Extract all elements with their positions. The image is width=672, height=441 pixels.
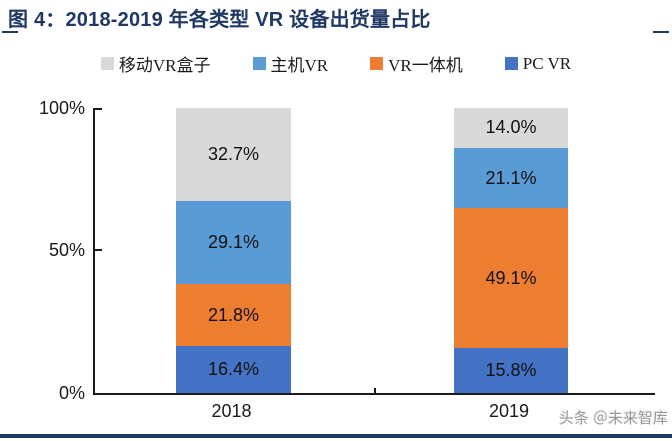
bar-segment-value-label: 15.8%: [485, 359, 537, 380]
bar-segment-value-label: 16.4%: [207, 359, 260, 380]
legend-swatch-icon: [504, 57, 518, 70]
y-tick-label-100: 100%: [38, 98, 85, 118]
footer-accent-bar: [0, 434, 672, 438]
bar-segment: 14.0%: [454, 108, 568, 148]
bar-segment: 29.1%: [176, 201, 291, 285]
y-tick-label-0: 0%: [58, 383, 85, 403]
y-axis-tick: [95, 108, 102, 110]
legend-swatch-icon: [100, 57, 114, 70]
plot-area: 16.4% 21.8% 29.1% 32.7% 15.8% 49.1% 21.1% 14.0…: [93, 108, 655, 395]
bar-segment: 16.4%: [176, 346, 291, 393]
legend-label: VR一体机: [388, 56, 463, 75]
bar-segment-value-label: 21.1%: [485, 167, 537, 188]
legend-item-standalone-vr: VR一体机: [370, 51, 463, 76]
legend-item-pc-vr: PC VR: [504, 53, 572, 74]
legend-swatch-icon: [252, 57, 266, 70]
legend-label: PC VR: [522, 53, 572, 73]
legend-item-console-vr: 主机VR: [252, 51, 329, 76]
bar-segment: 21.8%: [176, 284, 291, 347]
legend-label: 移动VR盒子: [118, 56, 211, 75]
legend-item-mobile-vr-box: 移动VR盒子: [100, 51, 211, 76]
bar-segment: 32.7%: [176, 108, 291, 202]
bar-segment-value-label: 29.1%: [207, 232, 260, 253]
bar-segment-value-label: 32.7%: [207, 144, 260, 165]
y-axis-tick: [95, 249, 102, 251]
legend-label: 主机VR: [270, 56, 329, 75]
bar-segment-value-label: 14.0%: [485, 117, 537, 138]
bar-segment-value-label: 49.1%: [485, 267, 537, 288]
bar-segment: 21.1%: [454, 147, 568, 209]
stacked-bar-2019: 15.8% 49.1% 21.1% 14.0%: [454, 108, 568, 393]
y-axis: 100% 50% 0%: [0, 0, 85, 441]
chart-legend: 移动VR盒子 主机VR VR一体机 PC VR: [0, 51, 672, 76]
stacked-bar-2018: 16.4% 21.8% 29.1% 32.7%: [176, 108, 291, 393]
x-category-label: 2019: [488, 401, 530, 421]
title-rule-left: [2, 31, 18, 33]
x-axis-tick: [374, 388, 376, 393]
y-tick-label-50: 50%: [48, 240, 85, 260]
legend-swatch-icon: [370, 57, 384, 70]
bar-segment: 15.8%: [454, 347, 568, 393]
bar-segment-value-label: 21.8%: [207, 304, 260, 325]
bar-segment: 49.1%: [454, 208, 568, 348]
x-category-label: 2018: [211, 401, 252, 421]
title-rule-right: [653, 31, 669, 33]
toutiao-watermark: 头条 ＠未来智库: [558, 410, 668, 427]
figure-title: 图 4：2018-2019 年各类型 VR 设备出货量占比: [8, 9, 431, 31]
